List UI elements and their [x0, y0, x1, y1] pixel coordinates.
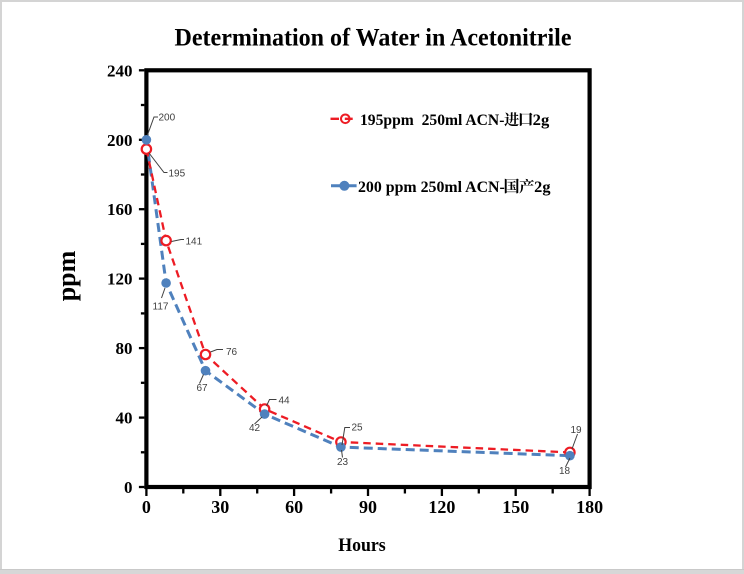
svg-text:120: 120: [428, 497, 455, 517]
svg-text:23: 23: [337, 457, 349, 468]
svg-text:0: 0: [142, 497, 151, 517]
svg-text:0: 0: [124, 478, 133, 497]
svg-text:Determination of Water in Acet: Determination of Water in Acetonitrile: [175, 23, 572, 52]
svg-text:200 ppm 250ml ACN-: 200 ppm 250ml ACN-: [358, 179, 505, 196]
svg-text:141: 141: [186, 237, 203, 248]
svg-text:30: 30: [211, 497, 229, 517]
svg-text:67: 67: [197, 383, 209, 394]
svg-text:40: 40: [116, 409, 133, 428]
svg-text:150: 150: [502, 497, 529, 517]
svg-text:160: 160: [107, 200, 133, 219]
svg-text:76: 76: [226, 347, 238, 358]
svg-text:200: 200: [107, 131, 133, 150]
svg-text:2g: 2g: [533, 112, 550, 129]
svg-text:80: 80: [116, 339, 133, 358]
svg-text:200: 200: [159, 113, 176, 124]
svg-text:25: 25: [352, 423, 364, 434]
svg-text:240: 240: [107, 61, 133, 80]
svg-text:44: 44: [279, 396, 291, 407]
svg-text:117: 117: [153, 302, 169, 313]
svg-text:120: 120: [107, 270, 133, 289]
svg-text:195: 195: [169, 169, 186, 180]
svg-text:18: 18: [559, 466, 571, 477]
svg-text:195ppm 250ml ACN-: 195ppm 250ml ACN-: [360, 112, 504, 129]
svg-text:19: 19: [571, 425, 583, 436]
svg-text:2g: 2g: [534, 179, 550, 196]
svg-text:90: 90: [359, 497, 377, 517]
svg-text:60: 60: [285, 497, 303, 517]
svg-text:Hours: Hours: [338, 535, 386, 556]
svg-text:42: 42: [249, 423, 261, 434]
svg-text:ppm: ppm: [52, 250, 81, 301]
svg-text:180: 180: [576, 497, 603, 517]
